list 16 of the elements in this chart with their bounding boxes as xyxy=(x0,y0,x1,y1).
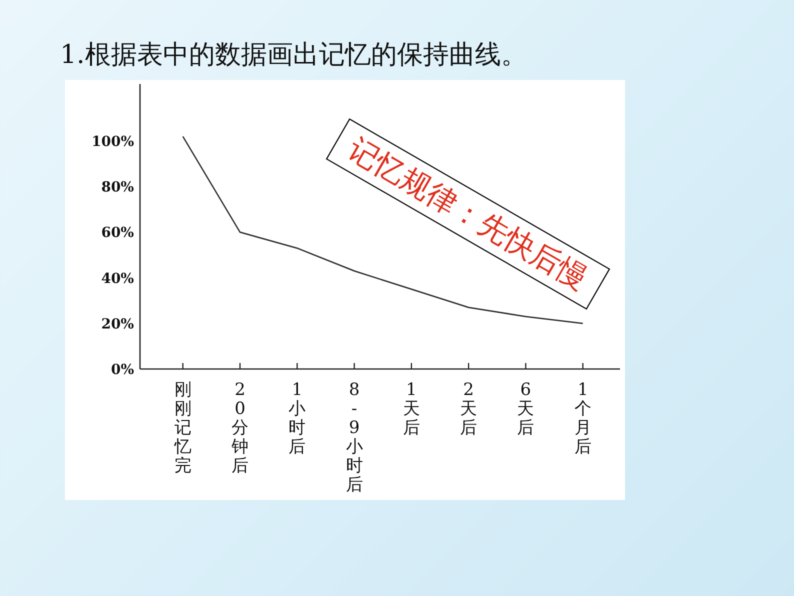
x-tick-label: 1天后 xyxy=(402,380,420,438)
x-tick-label: 6天后 xyxy=(517,380,534,438)
y-tick-label: 0% xyxy=(110,362,134,378)
y-tick-label: 60% xyxy=(101,225,134,242)
y-tick-label: 100% xyxy=(91,134,134,150)
annotation: 记忆规律：先快后慢 xyxy=(342,132,594,298)
y-tick-label: 20% xyxy=(101,316,134,332)
x-tick-label: 8-9小时后 xyxy=(346,380,363,495)
chart-title: 1.根据表中的数据画出记忆的保持曲线。 xyxy=(60,40,527,70)
y-tick-label: 40% xyxy=(101,270,134,287)
y-tick-label: 80% xyxy=(101,180,134,196)
x-tick-label: 2天后 xyxy=(460,380,478,438)
x-tick-label: 1小时后 xyxy=(288,380,306,457)
x-tick-label: 刚刚记忆完 xyxy=(173,380,192,476)
x-tick-label: 1个月后 xyxy=(574,380,592,457)
x-tick-label: 20分钟后 xyxy=(230,380,248,476)
